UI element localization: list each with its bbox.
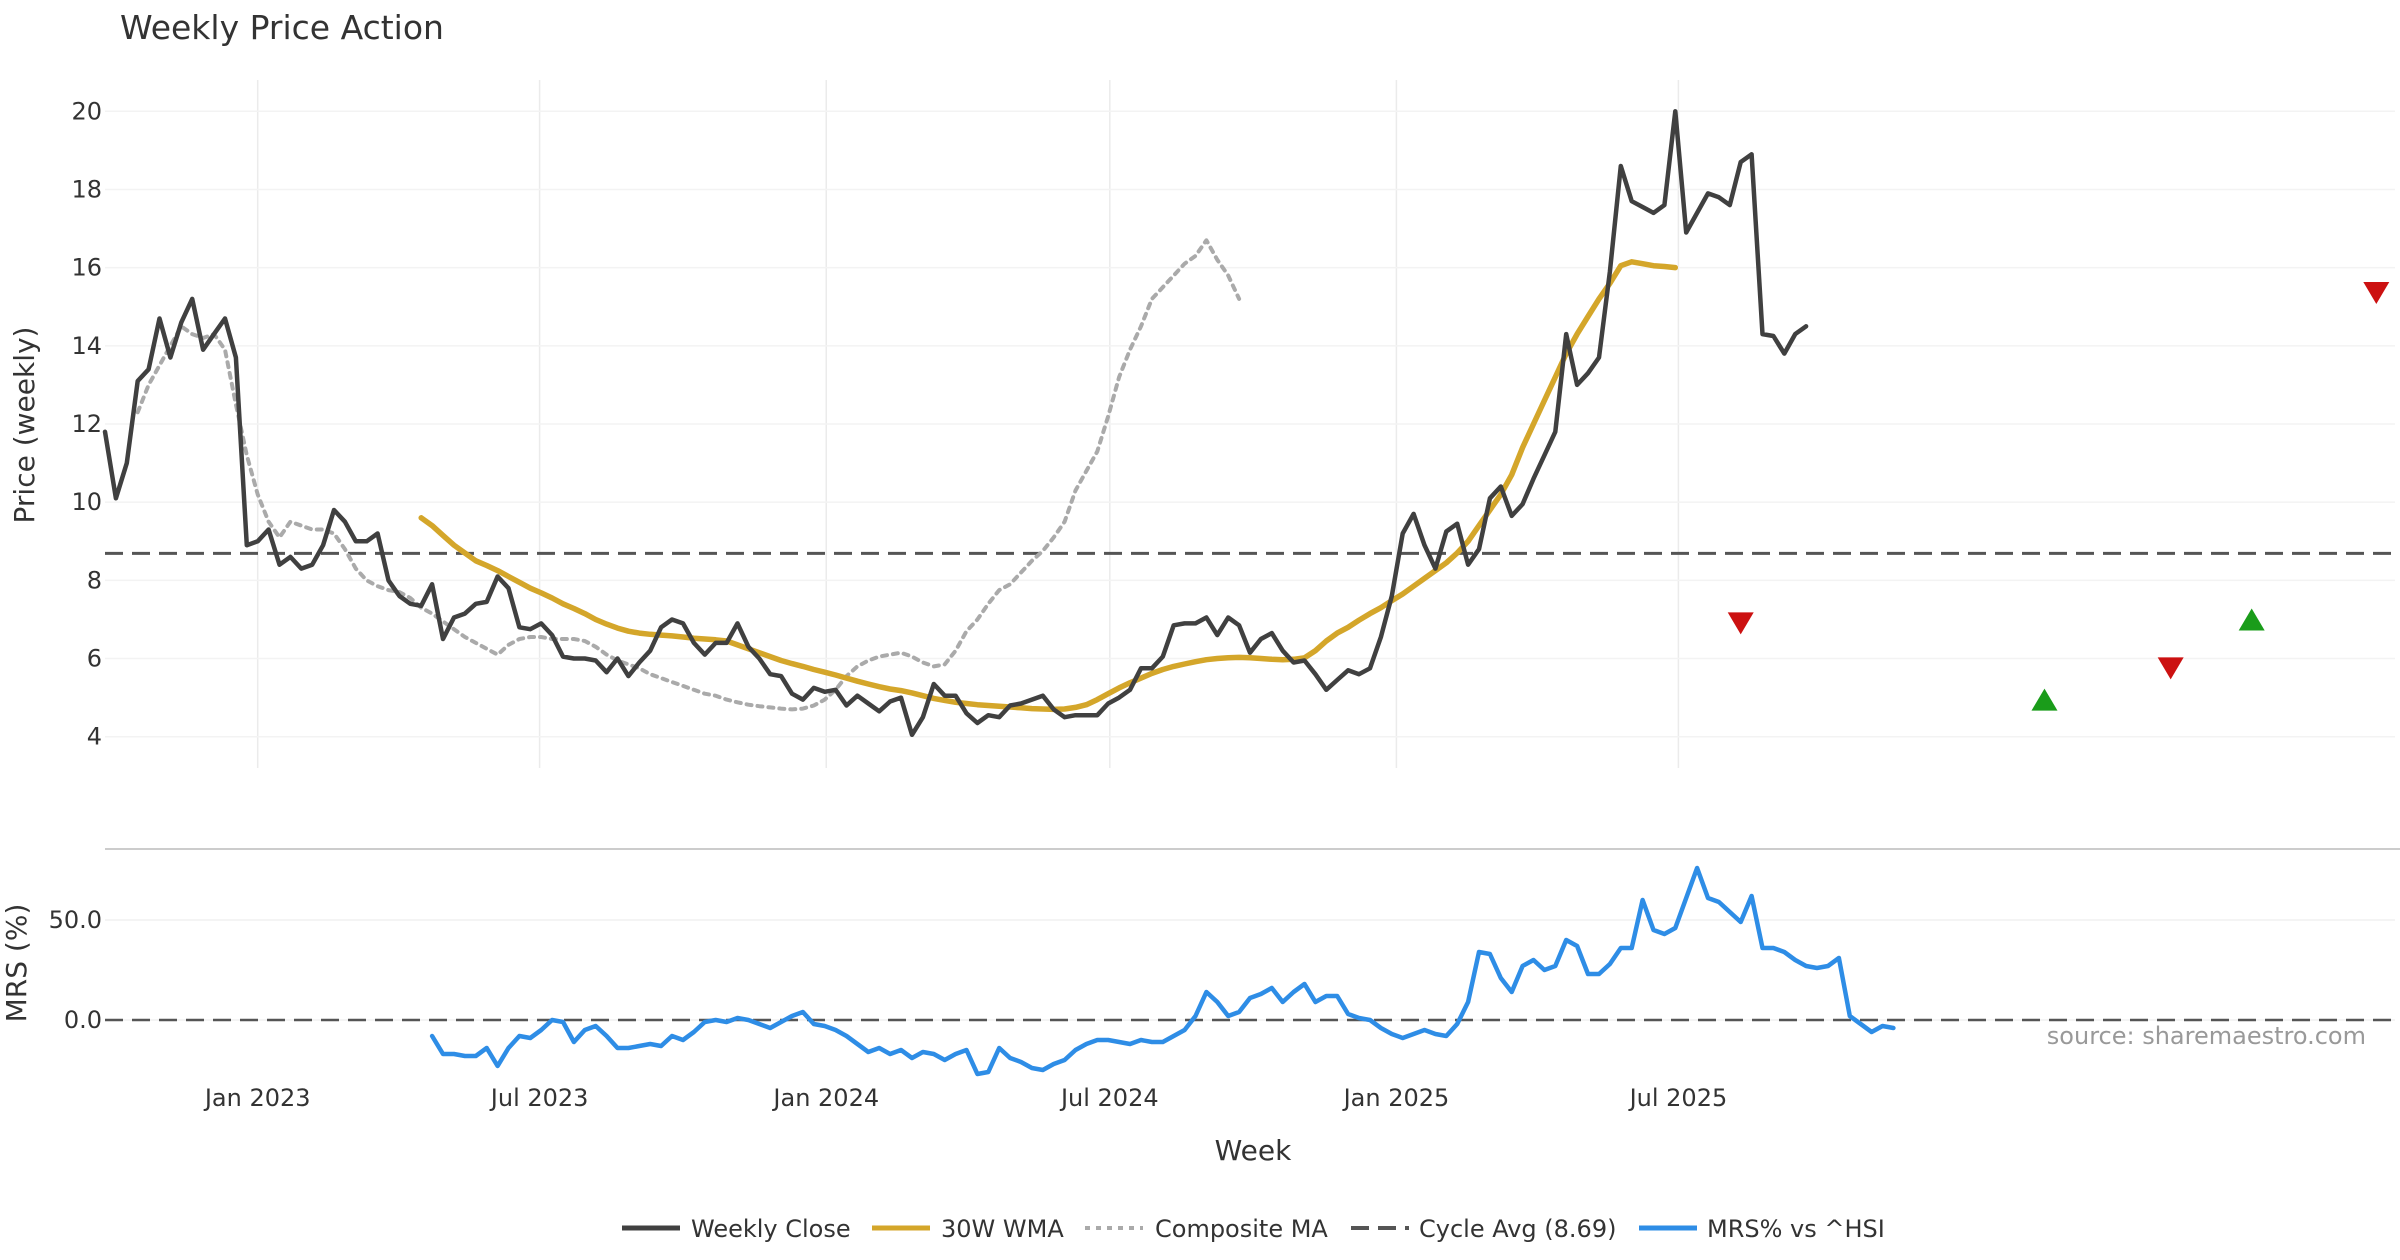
legend-label-mrs: MRS% vs ^HSI bbox=[1707, 1215, 1885, 1243]
x-tick-labels: Jan 2023 Jul 2023 Jan 2024 Jul 2024 Jan 2025… bbox=[203, 1084, 1727, 1112]
buy-signal-marker bbox=[2031, 689, 2057, 711]
mrs-y-gridlines bbox=[105, 920, 2395, 1020]
legend: Weekly Close 30W WMA Composite MA Cycle … bbox=[622, 1215, 1885, 1243]
legend-label-30w-wma: 30W WMA bbox=[941, 1215, 1064, 1243]
x-tick-label: Jul 2024 bbox=[1059, 1084, 1159, 1112]
x-tick-label: Jul 2023 bbox=[489, 1084, 589, 1112]
price-y-tick-label: 20 bbox=[71, 97, 102, 125]
x-tick-label: Jul 2025 bbox=[1628, 1084, 1728, 1112]
price-series bbox=[105, 111, 1806, 735]
price-y-tick-label: 8 bbox=[87, 566, 102, 594]
chart-title: Weekly Price Action bbox=[120, 8, 444, 47]
price-y-tick-label: 14 bbox=[71, 332, 102, 360]
sell-signal-marker bbox=[1728, 612, 1754, 634]
x-axis-label: Week bbox=[1215, 1134, 1292, 1167]
price-y-tick-label: 12 bbox=[71, 410, 102, 438]
chart: Weekly Price Action 4 6 8 10 12 14 16 18 20 0.0 5… bbox=[0, 0, 2400, 1260]
mrs-y-axis-label: MRS (%) bbox=[0, 904, 33, 1023]
x-tick-label: Jan 2024 bbox=[771, 1084, 879, 1112]
price-y-tick-label: 18 bbox=[71, 175, 102, 203]
sell-signal-marker bbox=[2363, 282, 2389, 304]
weekly-close-line bbox=[105, 111, 1806, 735]
legend-label-cycle-avg: Cycle Avg (8.69) bbox=[1419, 1215, 1616, 1243]
price-y-tick-label: 4 bbox=[87, 723, 102, 751]
legend-label-weekly-close: Weekly Close bbox=[691, 1215, 851, 1243]
legend-label-composite-ma: Composite MA bbox=[1155, 1215, 1328, 1243]
price-y-tick-label: 6 bbox=[87, 645, 102, 673]
x-tick-label: Jan 2025 bbox=[1342, 1084, 1450, 1112]
mrs-y-tick-label: 50.0 bbox=[49, 906, 102, 934]
mrs-series bbox=[432, 868, 1893, 1074]
price-y-axis-label: Price (weekly) bbox=[8, 327, 41, 524]
price-y-tick-label: 10 bbox=[71, 488, 102, 516]
price-y-gridlines bbox=[105, 111, 2395, 736]
30w-wma-line bbox=[421, 262, 1675, 710]
price-y-tick-labels: 4 6 8 10 12 14 16 18 20 bbox=[71, 97, 102, 750]
x-tick-label: Jan 2023 bbox=[203, 1084, 311, 1112]
buy-signal-marker bbox=[2239, 608, 2265, 630]
mrs-y-tick-labels: 0.0 50.0 bbox=[49, 906, 102, 1034]
sell-signal-marker bbox=[2158, 657, 2184, 679]
source-label: source: sharemaestro.com bbox=[2047, 1022, 2366, 1050]
mrs-y-tick-label: 0.0 bbox=[64, 1006, 102, 1034]
mrs-line bbox=[432, 868, 1893, 1074]
price-y-tick-label: 16 bbox=[71, 254, 102, 282]
